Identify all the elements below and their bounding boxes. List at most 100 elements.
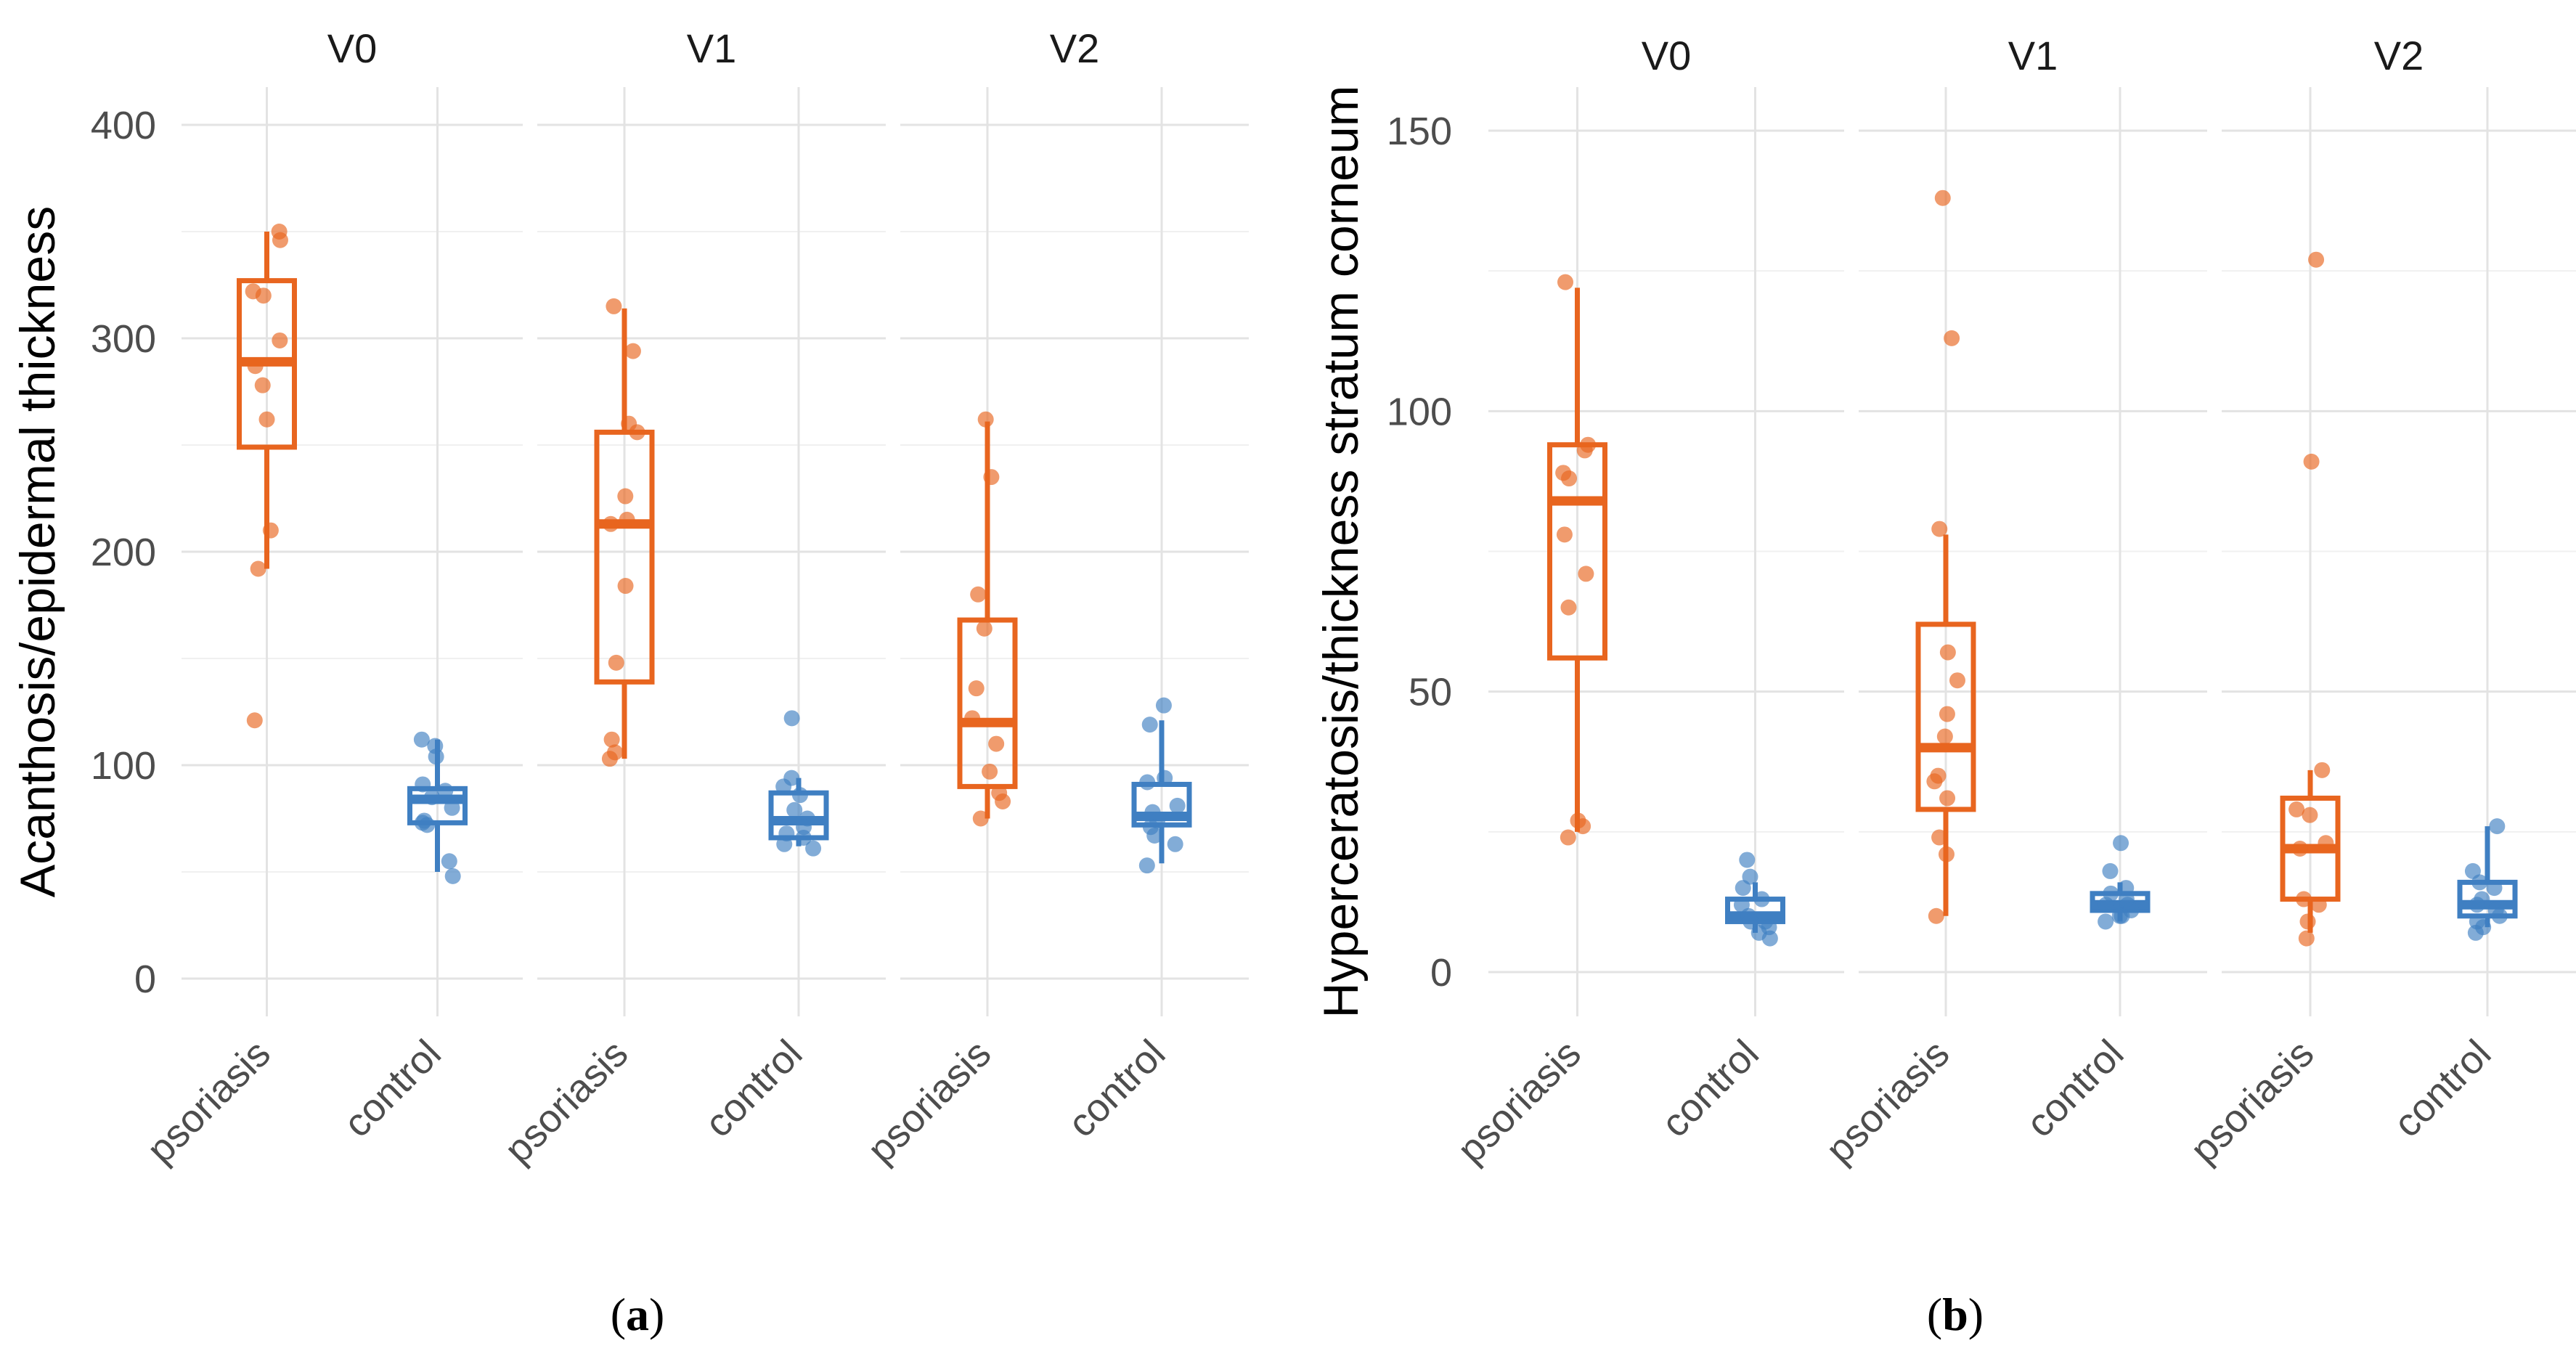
y-tick-label: 0: [134, 958, 156, 1001]
data-point: [606, 298, 622, 314]
data-point: [258, 411, 275, 428]
box-group-control: [407, 731, 468, 884]
x-tick-label-control: control: [2385, 1032, 2499, 1146]
box-iqr: [1547, 442, 1607, 661]
data-point: [624, 343, 641, 359]
data-point: [603, 515, 619, 532]
data-point: [970, 586, 987, 603]
data-point: [1141, 717, 1158, 733]
data-point: [2469, 897, 2485, 913]
panel-a: 0 100 200 300 400 Acanthosis/epidermal thickn…: [10, 25, 1249, 1340]
box-iqr: [1915, 621, 1976, 812]
data-point: [1575, 818, 1591, 835]
box-iqr: [407, 785, 468, 825]
facet-label-V1: V1: [687, 25, 737, 71]
box-group-control: [2090, 835, 2151, 930]
y-tick-label: 300: [91, 317, 156, 361]
data-point: [619, 511, 635, 528]
data-point: [1138, 857, 1155, 874]
data-point: [982, 763, 998, 780]
y-tick-label: 100: [1387, 390, 1452, 433]
y-axis-title: Acanthosis/epidermal thickness: [10, 206, 65, 897]
y-tick-label: 50: [1409, 671, 1452, 714]
data-point: [1939, 644, 1956, 661]
box-group-control: [2457, 818, 2518, 941]
data-point: [1557, 274, 1574, 290]
data-point: [617, 578, 634, 595]
data-point: [2113, 835, 2129, 852]
data-point: [775, 778, 792, 795]
data-point: [805, 840, 822, 857]
box-group-control: [1725, 852, 1785, 947]
x-tick-label-psoriasis: psoriasis: [139, 1032, 279, 1172]
data-point: [247, 358, 264, 375]
data-point: [1743, 913, 1759, 930]
data-point: [2486, 880, 2503, 897]
x-tick-label-psoriasis: psoriasis: [1449, 1032, 1589, 1172]
panel-caption: (b): [1927, 1289, 1984, 1340]
x-tick-label-control: control: [335, 1032, 449, 1146]
data-point: [1560, 599, 1577, 616]
data-point: [272, 332, 288, 348]
data-point: [988, 735, 1005, 752]
x-tick-label-psoriasis: psoriasis: [1817, 1032, 1957, 1172]
data-point: [2118, 880, 2135, 897]
data-point: [1739, 852, 1756, 868]
box-iqr: [594, 429, 655, 685]
data-point: [795, 829, 812, 846]
data-point: [783, 710, 800, 727]
data-point: [1939, 790, 1956, 807]
box-group-psoriasis: [1915, 189, 1976, 924]
data-point: [255, 287, 272, 304]
box-group-psoriasis: [957, 411, 1018, 827]
data-point: [262, 522, 279, 539]
data-point: [776, 836, 793, 852]
data-point: [444, 868, 461, 884]
data-point: [2098, 897, 2114, 913]
data-point: [428, 748, 444, 765]
facet-label-V1: V1: [2008, 33, 2058, 78]
data-point: [617, 488, 634, 505]
x-tick-label-control: control: [2018, 1032, 2132, 1146]
panel-b: 0 50 100 150 Hyperceratosis/thickness stratu…: [1313, 33, 2576, 1340]
x-tick-label-psoriasis: psoriasis: [2182, 1032, 2322, 1172]
box-group-control: [1131, 697, 1192, 874]
data-point: [1926, 773, 1943, 790]
data-point: [1931, 521, 1948, 537]
data-point: [1761, 930, 1778, 947]
data-point: [254, 377, 271, 393]
data-point: [1949, 672, 1965, 689]
data-point: [415, 776, 431, 793]
data-point: [983, 469, 1000, 486]
data-point: [2303, 453, 2320, 470]
data-point: [968, 680, 985, 697]
data-point: [2310, 897, 2327, 913]
box-group-psoriasis: [594, 298, 655, 767]
data-point: [1167, 836, 1183, 852]
data-point: [2314, 762, 2331, 778]
data-point: [413, 731, 430, 748]
data-point: [1155, 697, 1172, 714]
data-point: [2318, 835, 2334, 852]
data-point: [964, 710, 981, 727]
x-tick-label-psoriasis: psoriasis: [496, 1032, 636, 1172]
data-point: [1146, 828, 1163, 844]
data-point: [608, 654, 624, 671]
panel-caption: (a): [611, 1289, 665, 1340]
x-tick-label-control: control: [696, 1032, 810, 1146]
x-tick-label-psoriasis: psoriasis: [859, 1032, 999, 1172]
data-point: [791, 787, 808, 804]
data-point: [2102, 862, 2119, 879]
data-point: [1576, 442, 1593, 459]
data-point: [444, 799, 460, 816]
facet-label-V2: V2: [1050, 25, 1100, 71]
data-point: [419, 817, 436, 833]
data-point: [1169, 797, 1186, 814]
facet-label-V0: V0: [1642, 33, 1692, 78]
data-point: [1560, 829, 1576, 846]
box-group-psoriasis: [2280, 251, 2341, 947]
data-point: [246, 712, 263, 729]
data-point: [1157, 770, 1173, 786]
data-point: [441, 853, 457, 870]
